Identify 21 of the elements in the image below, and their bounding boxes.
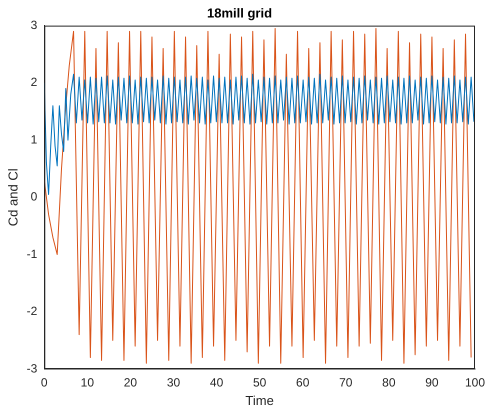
x-tick-label: 80 [382,376,396,390]
y-tick-label: -1 [26,246,38,261]
x-tick-label: 0 [40,376,48,390]
y-tick-label: -3 [26,361,38,376]
x-tick-label: 50 [252,376,267,390]
y-axis-title: Cd and Cl [5,168,20,226]
x-tick-label: 90 [425,376,439,390]
y-tick-label: 1 [30,132,38,146]
y-tick-label: 3 [30,18,38,32]
x-tick-label: 70 [339,376,353,390]
y-tick-label: 0 [30,190,38,204]
x-tick-label: 10 [80,376,94,390]
chart-title: 18mill grid [206,5,272,20]
x-axis-title: Time [245,392,274,408]
x-tick-label: 100 [464,376,486,390]
y-tick-label: 2 [30,75,38,90]
y-tick-label: -2 [26,304,38,318]
x-tick-label: 60 [296,376,310,390]
x-tick-label: 20 [124,376,138,390]
x-tick-label: 40 [210,376,224,390]
x-tick-label: 30 [166,376,180,390]
